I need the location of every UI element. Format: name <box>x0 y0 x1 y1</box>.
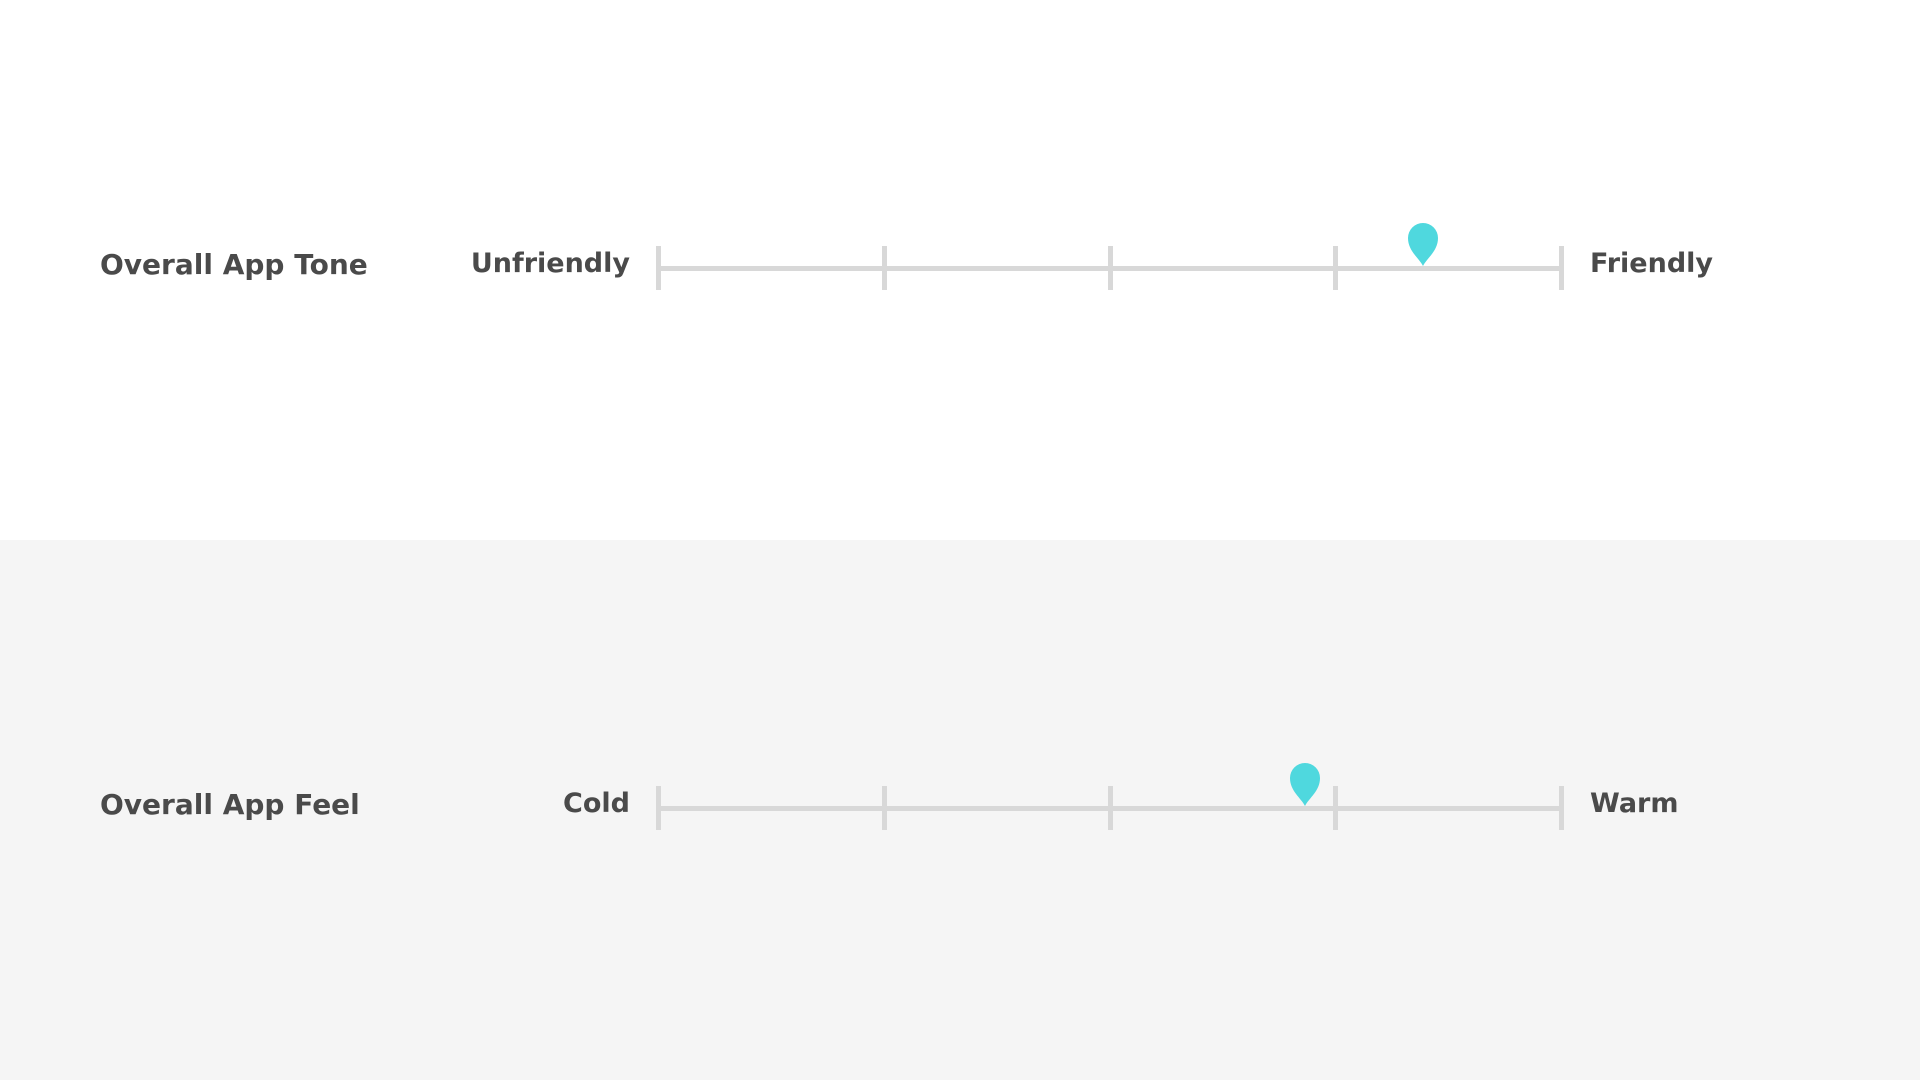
tone-left-label: Unfriendly <box>470 248 630 279</box>
scale-tick <box>881 246 887 290</box>
feel-section: Overall App Feel Cold Warm <box>0 540 1920 1080</box>
scale-tick <box>656 786 661 830</box>
feel-scale-slider[interactable] <box>656 763 1564 830</box>
map-pin-icon[interactable] <box>1407 222 1439 266</box>
scale-tick <box>1559 246 1564 290</box>
scale-tick <box>1107 786 1113 830</box>
scale-tick <box>1333 786 1339 830</box>
scale-tick <box>1333 246 1339 290</box>
tone-right-label: Friendly <box>1590 248 1714 279</box>
tone-row-title: Overall App Tone <box>100 248 368 281</box>
scale-tick <box>656 246 661 290</box>
scale-tick <box>881 786 887 830</box>
tone-section: Overall App Tone Unfriendly Friendly <box>100 223 1714 290</box>
feel-left-label: Cold <box>563 788 630 819</box>
feel-right-label: Warm <box>1590 788 1679 819</box>
tone-scale-slider[interactable] <box>656 223 1564 290</box>
map-pin-icon[interactable] <box>1289 762 1321 806</box>
scale-tick <box>1107 246 1113 290</box>
feel-row-title: Overall App Feel <box>100 788 360 821</box>
scale-tick <box>1559 786 1564 830</box>
